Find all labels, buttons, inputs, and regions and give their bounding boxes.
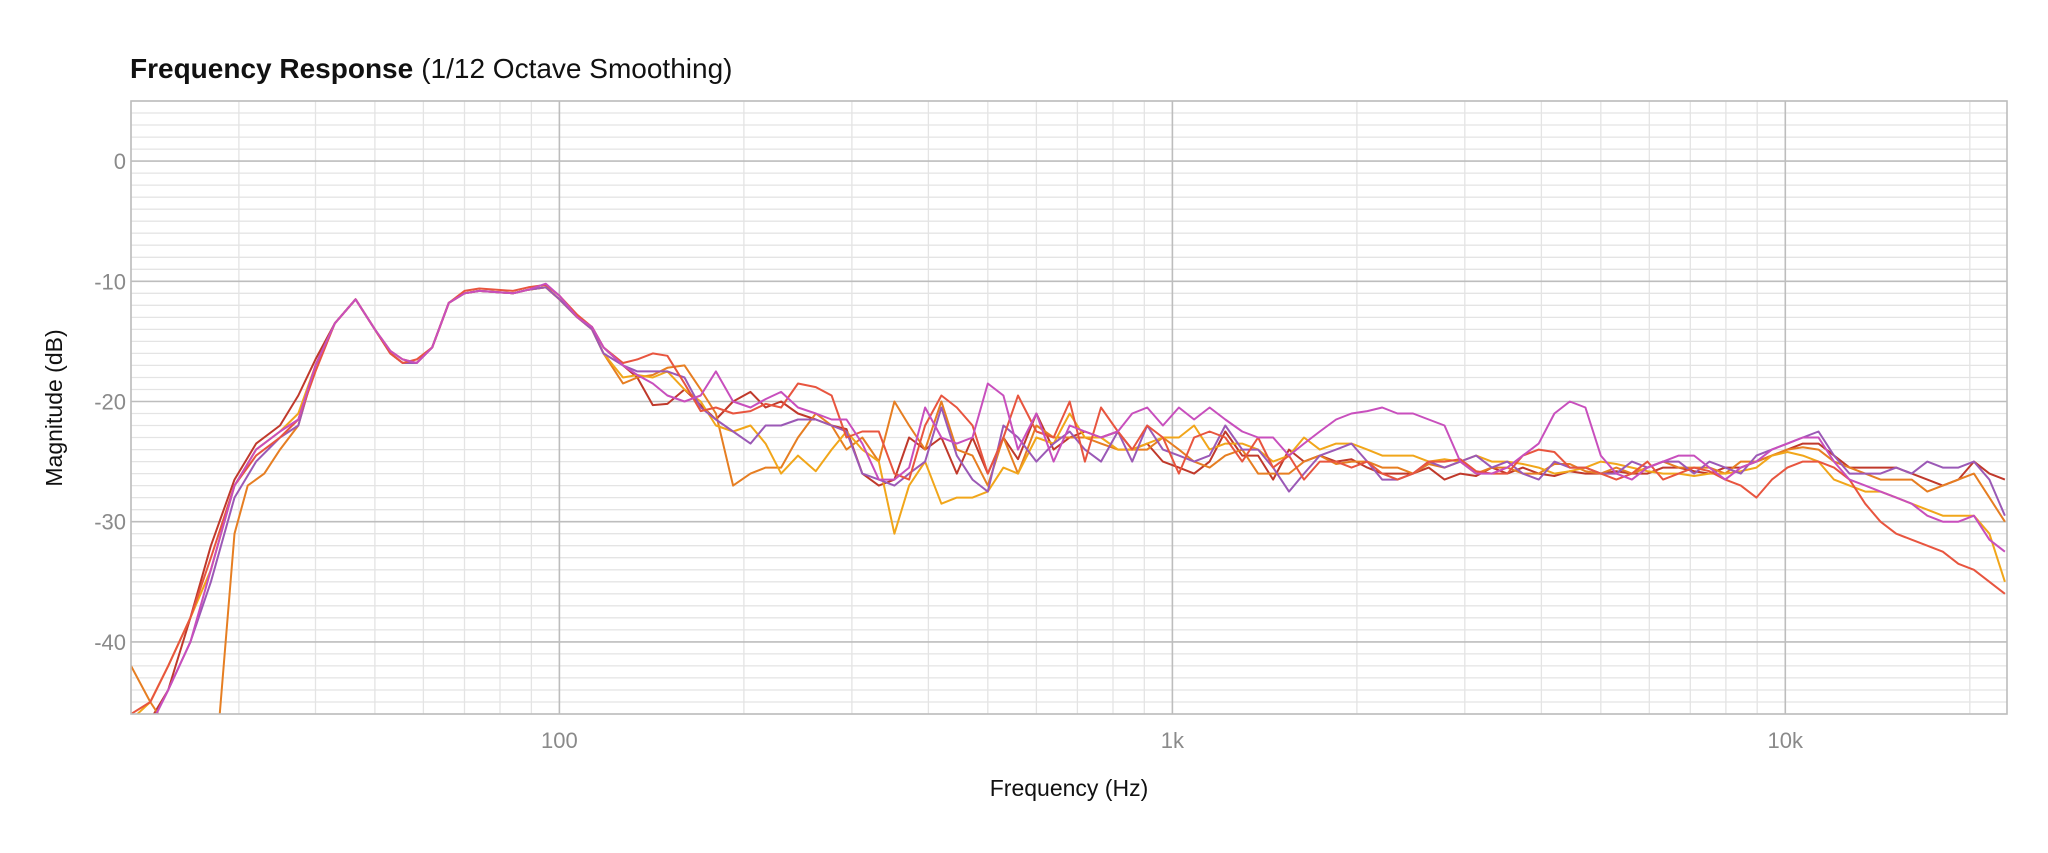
series-line-3 [135, 286, 2006, 714]
chart-title: Frequency Response [130, 53, 413, 84]
grid [130, 100, 2007, 715]
y-tick-label: -10 [94, 269, 126, 294]
tick-labels: 0 -10 -20 -30 -40 100 1k 10k [94, 149, 1804, 753]
chart-subtitle: (1/12 Octave Smoothing) [421, 53, 732, 84]
y-tick-label: -30 [94, 510, 126, 535]
y-tick-label: -40 [94, 630, 126, 655]
x-axis-label: Frequency (Hz) [990, 775, 1148, 801]
x-tick-label: 10k [1768, 728, 1804, 753]
series-line-5 [131, 283, 2006, 714]
y-tick-label: -20 [94, 390, 126, 415]
x-tick-label: 100 [541, 728, 578, 753]
x-tick-label: 1k [1161, 728, 1185, 753]
series-line-2 [131, 286, 2006, 714]
series-line-6 [155, 282, 2006, 714]
series-group [131, 282, 2006, 714]
chart-title-line: Frequency Response (1/12 Octave Smoothing… [130, 53, 732, 84]
y-axis-label: Magnitude (dB) [41, 329, 67, 486]
plot-frame [130, 100, 2008, 715]
y-tick-label: 0 [114, 149, 126, 174]
